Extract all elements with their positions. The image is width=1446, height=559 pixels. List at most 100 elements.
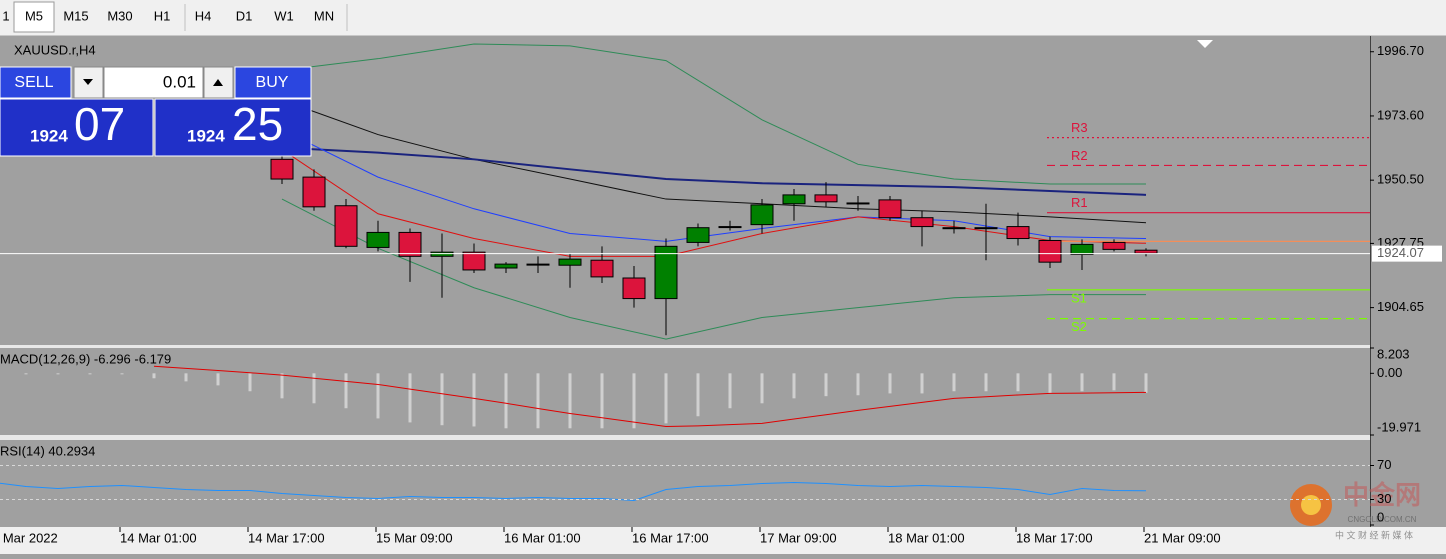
candle-body	[398, 231, 422, 257]
y-tick-label: 1950.50	[1377, 172, 1424, 187]
macd-bar	[568, 373, 572, 429]
buy-label: BUY	[256, 74, 289, 91]
macd-bar	[1016, 373, 1020, 392]
timeframe-label: M15	[63, 8, 88, 23]
macd-bar	[504, 373, 508, 429]
candle-body	[654, 245, 678, 300]
logo-slogan: 中 文 财 经 新 媒 体	[1335, 529, 1413, 540]
candle-body	[270, 158, 294, 180]
macd-bar	[664, 373, 668, 424]
candle-body	[366, 231, 390, 248]
watermark: 中金网 CNGOLD.COM.CN 中 文 财 经 新 媒 体	[1290, 480, 1421, 540]
lot-value: 0.01	[163, 72, 196, 91]
charts: R3R2R1PPS1S2	[0, 43, 1370, 502]
bid-small: 07	[74, 98, 125, 150]
indicator-line	[281, 198, 1146, 340]
timeframe-label: H4	[195, 8, 212, 23]
y-tick-label: 0	[1377, 509, 1384, 524]
candle-body	[494, 263, 518, 269]
timeframe-label: H1	[154, 8, 171, 23]
x-tick-label: 1 Mar 2022	[0, 530, 58, 545]
down-arrow	[83, 79, 93, 85]
indicator-line	[281, 99, 1147, 224]
macd-bar	[216, 373, 220, 386]
candle-body	[846, 202, 870, 205]
timeframe-label: W1	[274, 8, 294, 23]
rsi-line	[0, 481, 1147, 502]
x-tick-label: 14 Mar 01:00	[120, 530, 197, 545]
timeframe-label: MN	[314, 8, 334, 23]
sell-button[interactable]	[0, 66, 72, 99]
y-tick-label: 1904.65	[1377, 299, 1424, 314]
sell-label: SELL	[14, 74, 53, 91]
candle-body	[430, 251, 454, 257]
candle-body	[526, 263, 550, 266]
trade-panel: SELL 0.01 BUY 1924 07 1924 25	[0, 66, 312, 157]
macd-bar	[728, 373, 732, 409]
macd-bar	[184, 373, 188, 382]
x-tick-label: 16 Mar 17:00	[632, 530, 709, 545]
macd-bar	[760, 373, 764, 404]
candle-body	[686, 227, 710, 243]
indicator-line	[281, 149, 1147, 257]
macd-bar	[696, 373, 700, 417]
macd-bar	[472, 373, 476, 427]
y-tick-label: 1996.70	[1377, 43, 1424, 58]
candle-body	[1038, 239, 1062, 263]
x-tick-label: 17 Mar 09:00	[760, 530, 837, 545]
macd-bar	[1048, 373, 1052, 394]
pivot-label: S2	[1071, 319, 1087, 334]
candle-body	[718, 226, 742, 229]
candle-body	[1006, 226, 1030, 240]
pivot-label: R1	[1071, 195, 1088, 210]
candle-body	[1102, 241, 1126, 250]
logo-inner	[1301, 495, 1321, 515]
indicator-line	[281, 43, 1146, 185]
macd-bar	[440, 373, 444, 426]
candle-body	[622, 277, 646, 300]
candle-body	[750, 204, 774, 226]
macd-bar	[920, 373, 924, 394]
macd-bar	[792, 373, 796, 399]
timeframe-label: 1	[2, 8, 9, 23]
panel-title: MACD(12,26,9) -6.296 -6.179	[0, 351, 171, 366]
indicator-line	[281, 129, 1147, 242]
x-tick-label: 14 Mar 17:00	[248, 530, 325, 545]
panel-title: XAUUSD.r,H4	[14, 42, 96, 57]
bid-box[interactable]	[0, 98, 154, 157]
macd-bar	[408, 373, 412, 423]
x-tick-label: 15 Mar 09:00	[376, 530, 453, 545]
logo-text: 中金网	[1343, 480, 1421, 510]
toolbar	[0, 0, 1446, 35]
x-tick-label: 18 Mar 01:00	[888, 530, 965, 545]
timeframe-active	[13, 1, 55, 33]
ask-box[interactable]	[154, 98, 312, 157]
y-tick-label: -19.971	[1377, 419, 1421, 434]
logo-site: CNGOLD.COM.CN	[1348, 515, 1417, 524]
candle-body	[558, 258, 582, 266]
macd-bar	[376, 373, 380, 419]
macd-bar	[24, 373, 28, 375]
macd-signal	[153, 365, 1147, 427]
buy-button[interactable]	[234, 66, 312, 99]
current-price-label: 1924.07	[1377, 245, 1424, 260]
panel-title: RSI(14) 40.2934	[0, 443, 95, 458]
current-price-box	[1372, 245, 1442, 262]
candle-body	[590, 259, 614, 278]
pivot-label: S1	[1071, 290, 1087, 305]
timeframe-label: M5	[25, 8, 43, 23]
macd-bar	[88, 373, 92, 375]
pivot-label: R3	[1071, 120, 1088, 135]
pivot-label: R2	[1071, 148, 1088, 163]
y-tick-label: 1973.60	[1377, 107, 1424, 122]
macd-bar	[1112, 373, 1116, 391]
candle-body	[942, 227, 966, 230]
macd-bar	[824, 373, 828, 397]
y-tick-label: 0.00	[1377, 365, 1402, 380]
x-tick-label: 16 Mar 01:00	[504, 530, 581, 545]
macd-bar	[1144, 373, 1148, 393]
lot-input[interactable]	[103, 66, 204, 99]
macd-bar	[56, 373, 60, 375]
macd-bar	[280, 373, 284, 399]
